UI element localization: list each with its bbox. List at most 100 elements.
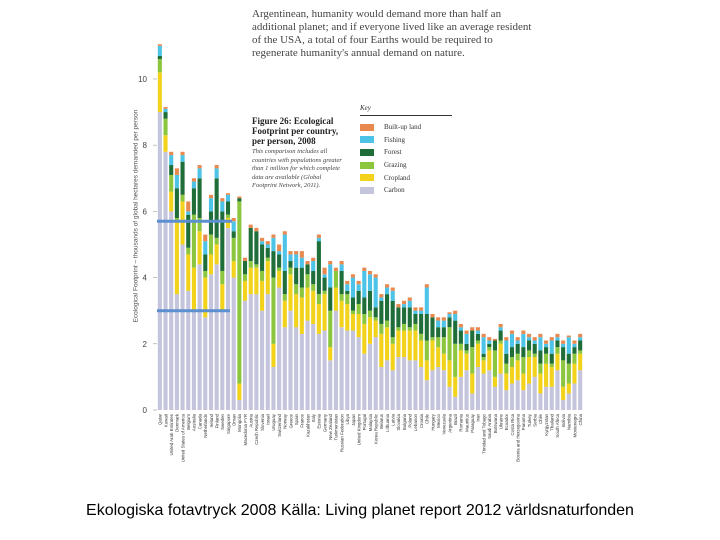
bar-segment <box>191 188 196 215</box>
bar-segment <box>231 261 236 278</box>
bar-segment <box>271 251 276 278</box>
bar-segment <box>174 218 179 222</box>
bar-segment <box>578 353 583 371</box>
bar-segment <box>447 312 452 314</box>
legend-item: Built-up land <box>360 121 452 134</box>
bar-segment <box>572 383 577 410</box>
bar-segment <box>578 337 583 341</box>
bar-segment <box>294 254 299 268</box>
bar-segment <box>208 198 214 212</box>
bar-segment <box>356 304 361 314</box>
x-tick-label: Latvia <box>391 413 396 425</box>
x-tick-label: Sweden <box>220 413 225 429</box>
bar-segment <box>197 231 202 265</box>
x-tick-label: France <box>300 413 305 427</box>
bar-segment <box>248 261 253 268</box>
bar-segment <box>464 333 469 344</box>
bar-segment <box>254 264 259 268</box>
x-tick-label: Ukraine <box>498 413 503 429</box>
bar-segment <box>458 376 463 410</box>
bar-segment <box>282 300 287 328</box>
bar-segment <box>544 340 549 344</box>
bar-segment <box>231 277 236 410</box>
bar-segment <box>379 333 384 367</box>
bar-segment <box>458 327 463 331</box>
x-tick-label: Lebanon <box>413 413 418 431</box>
bar-segment <box>339 327 344 410</box>
bar-segment <box>288 251 293 255</box>
x-tick-label: Czech Republic <box>254 413 259 445</box>
bar-segment <box>322 290 327 295</box>
bar-segment <box>367 274 373 291</box>
bar-segment <box>350 310 356 314</box>
bar-segment <box>538 393 543 410</box>
bar-segment <box>328 347 333 361</box>
x-tick-label: New Zealand <box>328 413 333 439</box>
bar-segment <box>385 284 390 288</box>
bar-segment <box>157 45 162 56</box>
bar-segment <box>345 304 350 331</box>
bar-segment <box>180 201 185 245</box>
bar-segment <box>544 347 549 354</box>
bar-segment <box>328 310 333 348</box>
bar-segment <box>243 274 248 281</box>
bar-segment <box>475 343 480 367</box>
bar-segment <box>566 393 571 410</box>
bar-segment <box>163 108 168 113</box>
legend: Key Built-up land Fishing Forest Grazing Cro… <box>360 104 452 197</box>
bar-segment <box>208 211 214 235</box>
bar-segment <box>265 241 270 245</box>
bar-segment <box>402 304 407 308</box>
bar-segment <box>441 327 446 338</box>
bar-segment <box>243 300 248 410</box>
bar-segment <box>322 277 327 291</box>
bar-segment <box>197 168 202 179</box>
bar-segment <box>527 340 532 351</box>
bar-segment <box>277 267 282 271</box>
bar-segment <box>390 343 395 371</box>
bar-segment <box>311 257 316 262</box>
bar-segment <box>174 168 179 175</box>
bar-segment <box>549 353 554 364</box>
x-tick-label: Serbia <box>533 413 538 426</box>
bar-segment <box>413 314 418 324</box>
bar-segment <box>299 251 304 258</box>
x-tick-label: Bulgaria <box>402 413 407 430</box>
bar-segment <box>225 194 231 202</box>
bar-segment <box>521 347 526 358</box>
bar-segment <box>197 218 202 232</box>
x-tick-label: Russian Federation <box>339 413 344 452</box>
bar-segment <box>561 400 566 410</box>
bar-segment <box>413 323 418 331</box>
x-tick-label: Venezuela <box>442 413 447 434</box>
bar-segment <box>532 376 537 410</box>
bar-segment <box>225 193 231 195</box>
bar-segment <box>225 201 231 215</box>
bar-segment <box>169 174 174 192</box>
x-tick-label: Korea Republic <box>373 413 378 444</box>
bar-segment <box>237 383 242 401</box>
legend-swatch <box>360 148 374 156</box>
bar-segment <box>504 340 509 354</box>
bar-segment <box>214 237 219 245</box>
y-tick-label: 0 <box>143 406 148 415</box>
bar-segment <box>487 370 492 410</box>
x-tick-label: Oman <box>231 413 236 426</box>
x-tick-label: Botswana <box>493 413 498 433</box>
x-tick-label: Denmark <box>175 413 180 432</box>
bar-segment <box>453 343 458 377</box>
bar-segment <box>220 198 225 202</box>
bar-segment <box>208 254 214 275</box>
bar-segment <box>214 168 219 179</box>
bar-segment <box>305 274 310 288</box>
bar-segment <box>413 330 418 361</box>
bar-segment <box>424 360 429 381</box>
bar-segment <box>260 244 265 271</box>
bar-segment <box>441 370 446 410</box>
bar-segment <box>311 284 316 291</box>
bar-segment <box>174 294 179 410</box>
bar-segment <box>288 274 293 311</box>
bar-segment <box>430 337 435 341</box>
bar-segment <box>186 211 191 215</box>
bar-segment <box>339 294 344 301</box>
